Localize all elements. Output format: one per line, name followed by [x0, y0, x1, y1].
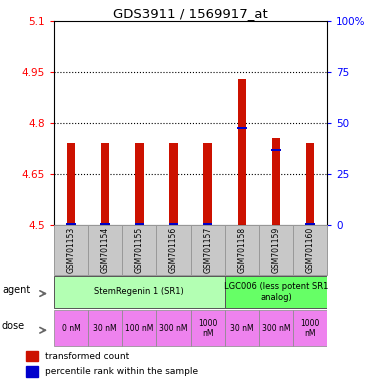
Bar: [238, 79, 246, 225]
Bar: [203, 223, 213, 225]
Text: StemRegenin 1 (SR1): StemRegenin 1 (SR1): [94, 287, 184, 296]
Text: GSM701160: GSM701160: [306, 227, 315, 273]
Bar: [272, 138, 280, 225]
Text: 1000
nM: 1000 nM: [198, 319, 218, 338]
Bar: [225, 225, 259, 275]
Bar: [259, 310, 293, 346]
Bar: [191, 225, 225, 275]
Bar: [135, 223, 144, 225]
Text: 0 nM: 0 nM: [62, 324, 80, 333]
Bar: [271, 149, 281, 151]
Bar: [293, 310, 327, 346]
Bar: [225, 276, 327, 308]
Bar: [135, 143, 144, 225]
Bar: [191, 310, 225, 346]
Bar: [54, 310, 88, 346]
Bar: [225, 310, 259, 346]
Bar: [122, 310, 156, 346]
Text: 300 nM: 300 nM: [262, 324, 290, 333]
Text: GSM701156: GSM701156: [169, 227, 178, 273]
Text: dose: dose: [2, 321, 25, 331]
Bar: [237, 127, 246, 129]
Bar: [156, 310, 191, 346]
Text: 30 nM: 30 nM: [230, 324, 254, 333]
Bar: [66, 223, 76, 225]
Bar: [203, 143, 212, 225]
Bar: [88, 310, 122, 346]
Text: GSM701159: GSM701159: [271, 227, 281, 273]
Bar: [169, 223, 178, 225]
Bar: [100, 223, 110, 225]
Text: GSM701157: GSM701157: [203, 227, 212, 273]
Text: GSM701158: GSM701158: [237, 227, 246, 273]
Bar: [27, 366, 38, 377]
Bar: [305, 223, 315, 225]
Text: percentile rank within the sample: percentile rank within the sample: [45, 367, 198, 376]
Bar: [54, 276, 225, 308]
Text: GSM701154: GSM701154: [100, 227, 110, 273]
Bar: [101, 143, 109, 225]
Text: 1000
nM: 1000 nM: [300, 319, 320, 338]
Bar: [27, 351, 38, 361]
Text: 100 nM: 100 nM: [125, 324, 154, 333]
Text: 30 nM: 30 nM: [93, 324, 117, 333]
Bar: [293, 225, 327, 275]
Bar: [156, 225, 191, 275]
Text: LGC006 (less potent SR1
analog): LGC006 (less potent SR1 analog): [224, 282, 328, 301]
Bar: [306, 143, 315, 225]
Bar: [259, 225, 293, 275]
Title: GDS3911 / 1569917_at: GDS3911 / 1569917_at: [113, 7, 268, 20]
Bar: [122, 225, 156, 275]
Text: 300 nM: 300 nM: [159, 324, 188, 333]
Text: agent: agent: [2, 285, 30, 295]
Bar: [88, 225, 122, 275]
Text: GSM701153: GSM701153: [67, 227, 75, 273]
Bar: [54, 225, 88, 275]
Bar: [169, 143, 178, 225]
Text: transformed count: transformed count: [45, 351, 129, 361]
Text: GSM701155: GSM701155: [135, 227, 144, 273]
Bar: [67, 143, 75, 225]
